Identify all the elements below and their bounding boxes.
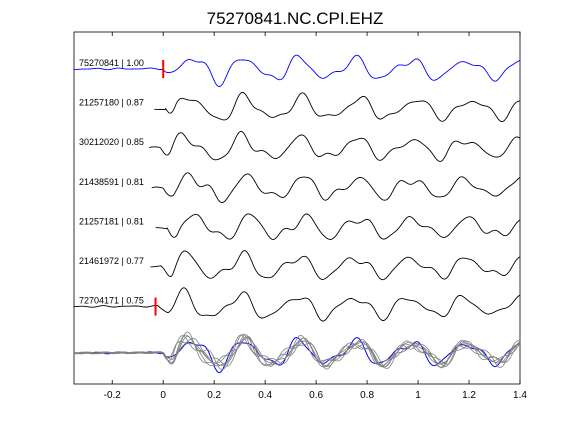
trace-label: 30212020 | 0.85 bbox=[79, 137, 144, 147]
trace-6: 21461972 | 0.77 bbox=[79, 250, 521, 281]
trace-label: 21257181 | 0.81 bbox=[79, 216, 144, 226]
plot-area bbox=[73, 31, 521, 385]
trace-line bbox=[150, 250, 521, 281]
x-axis: -0.2 0 0.2 0.4 0.6 0.8 1 1.2 1.4 bbox=[104, 32, 527, 401]
x-tick-label: 0.8 bbox=[360, 390, 374, 401]
trace-label: 21461972 | 0.77 bbox=[79, 256, 144, 266]
x-tick-label: 0.2 bbox=[207, 390, 221, 401]
trace-5: 21257181 | 0.81 bbox=[79, 213, 521, 240]
overlay-line bbox=[73, 334, 521, 368]
trace-line bbox=[149, 130, 521, 162]
trace-line bbox=[155, 213, 521, 240]
overlay-group bbox=[73, 331, 521, 374]
trace-7: 72704171 | 0.75 bbox=[74, 287, 521, 322]
x-tick-label: 1.4 bbox=[513, 390, 527, 401]
x-tick-label: 0.6 bbox=[309, 390, 323, 401]
trace-label: 75270841 | 1.00 bbox=[79, 58, 144, 68]
x-tick-label: 1.2 bbox=[462, 390, 476, 401]
trace-4: 21438591 | 0.81 bbox=[79, 172, 521, 203]
trace-line bbox=[74, 287, 521, 322]
x-tick-label: 0.4 bbox=[258, 390, 272, 401]
trace-line bbox=[151, 172, 521, 203]
chart-title: 75270841.NC.CPI.EHZ bbox=[207, 9, 384, 28]
x-tick-label: -0.2 bbox=[104, 390, 122, 401]
overlay-line bbox=[74, 331, 521, 370]
traces-group: 75270841 | 1.00 21257180 | 0.87 30212020 |… bbox=[73, 54, 521, 322]
trace-1: 75270841 | 1.00 bbox=[73, 54, 521, 87]
trace-3: 30212020 | 0.85 bbox=[79, 130, 521, 162]
trace-line bbox=[73, 54, 521, 87]
trace-2: 21257180 | 0.87 bbox=[79, 92, 520, 123]
trace-label: 21257180 | 0.87 bbox=[79, 98, 144, 108]
trace-line bbox=[154, 92, 520, 123]
trace-label: 72704171 | 0.75 bbox=[79, 296, 144, 306]
x-tick-label: 0 bbox=[160, 390, 166, 401]
x-tick-label: 1 bbox=[415, 390, 421, 401]
trace-label: 21438591 | 0.81 bbox=[79, 177, 144, 187]
